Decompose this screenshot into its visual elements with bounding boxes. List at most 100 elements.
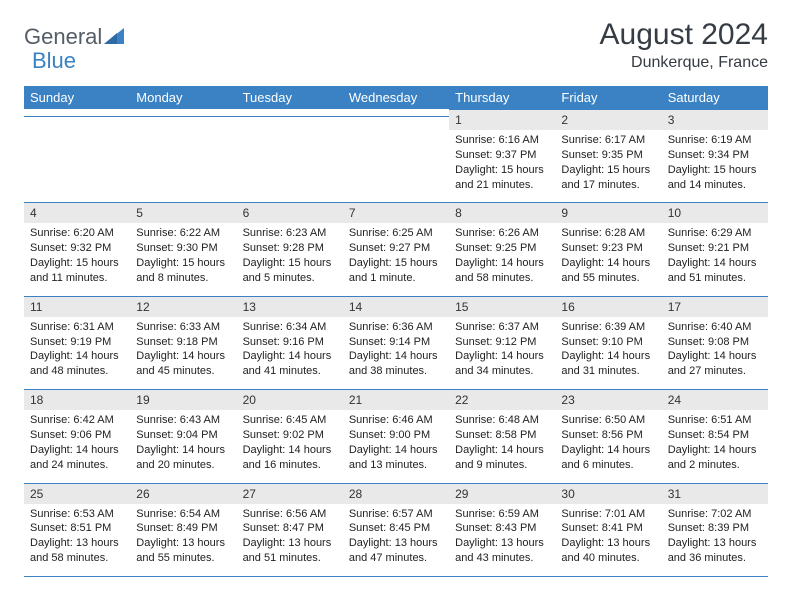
week-row: Sunrise: 6:42 AMSunset: 9:06 PMDaylight:… <box>24 410 768 482</box>
daylight-text: Daylight: 14 hours and 58 minutes. <box>455 256 549 286</box>
day-number: 27 <box>237 483 343 504</box>
sunrise-text: Sunrise: 6:34 AM <box>243 320 337 335</box>
day-number: 8 <box>449 202 555 223</box>
sunset-text: Sunset: 9:34 PM <box>668 148 762 163</box>
day-number: 26 <box>130 483 236 504</box>
daylight-text: Daylight: 14 hours and 51 minutes. <box>668 256 762 286</box>
day-cell: Sunrise: 6:59 AMSunset: 8:43 PMDaylight:… <box>453 504 551 568</box>
day-number: 7 <box>343 202 449 223</box>
daylight-text: Daylight: 15 hours and 1 minute. <box>349 256 443 286</box>
daylight-text: Daylight: 14 hours and 9 minutes. <box>455 443 549 473</box>
day-number: 28 <box>343 483 449 504</box>
day-header: Saturday <box>662 86 768 109</box>
daylight-text: Daylight: 14 hours and 41 minutes. <box>243 349 337 379</box>
day-cell: Sunrise: 6:51 AMSunset: 8:54 PMDaylight:… <box>666 410 764 474</box>
day-number: 22 <box>449 389 555 410</box>
daylight-text: Daylight: 14 hours and 6 minutes. <box>561 443 655 473</box>
day-cell: Sunrise: 6:50 AMSunset: 8:56 PMDaylight:… <box>559 410 657 474</box>
day-header-row: Sunday Monday Tuesday Wednesday Thursday… <box>24 86 768 109</box>
day-cell: Sunrise: 6:54 AMSunset: 8:49 PMDaylight:… <box>134 504 232 568</box>
day-cell: Sunrise: 6:28 AMSunset: 9:23 PMDaylight:… <box>559 223 657 287</box>
day-cell: Sunrise: 6:20 AMSunset: 9:32 PMDaylight:… <box>28 223 126 287</box>
day-number: 14 <box>343 296 449 317</box>
day-number: 15 <box>449 296 555 317</box>
day-header: Monday <box>130 86 236 109</box>
sunrise-text: Sunrise: 6:25 AM <box>349 226 443 241</box>
sunrise-text: Sunrise: 6:46 AM <box>349 413 443 428</box>
daylight-text: Daylight: 14 hours and 55 minutes. <box>561 256 655 286</box>
daylight-text: Daylight: 14 hours and 24 minutes. <box>30 443 124 473</box>
day-cell: Sunrise: 6:26 AMSunset: 9:25 PMDaylight:… <box>453 223 551 287</box>
sunrise-text: Sunrise: 6:37 AM <box>455 320 549 335</box>
sunset-text: Sunset: 9:21 PM <box>668 241 762 256</box>
sunrise-text: Sunrise: 6:39 AM <box>561 320 655 335</box>
daynum-row: 18192021222324 <box>24 389 768 410</box>
day-number: 31 <box>662 483 768 504</box>
daylight-text: Daylight: 14 hours and 13 minutes. <box>349 443 443 473</box>
sunrise-text: Sunrise: 6:59 AM <box>455 507 549 522</box>
day-number: 16 <box>555 296 661 317</box>
day-number: 10 <box>662 202 768 223</box>
sunset-text: Sunset: 8:56 PM <box>561 428 655 443</box>
daylight-text: Daylight: 15 hours and 17 minutes. <box>561 163 655 193</box>
day-number: 2 <box>555 109 661 130</box>
sunrise-text: Sunrise: 6:48 AM <box>455 413 549 428</box>
sunset-text: Sunset: 9:08 PM <box>668 335 762 350</box>
day-cell <box>134 130 232 190</box>
day-number: 13 <box>237 296 343 317</box>
logo-text-a: General <box>24 24 102 50</box>
daynum-row: 45678910 <box>24 202 768 223</box>
sunset-text: Sunset: 8:51 PM <box>30 521 124 536</box>
sunset-text: Sunset: 8:43 PM <box>455 521 549 536</box>
day-number: 4 <box>24 202 130 223</box>
day-cell: Sunrise: 6:34 AMSunset: 9:16 PMDaylight:… <box>241 317 339 381</box>
day-number <box>130 116 236 123</box>
sunset-text: Sunset: 9:00 PM <box>349 428 443 443</box>
sunset-text: Sunset: 9:35 PM <box>561 148 655 163</box>
day-cell: Sunrise: 6:33 AMSunset: 9:18 PMDaylight:… <box>134 317 232 381</box>
sunrise-text: Sunrise: 6:16 AM <box>455 133 549 148</box>
sunset-text: Sunset: 9:27 PM <box>349 241 443 256</box>
daylight-text: Daylight: 13 hours and 47 minutes. <box>349 536 443 566</box>
sunrise-text: Sunrise: 7:02 AM <box>668 507 762 522</box>
day-number: 11 <box>24 296 130 317</box>
day-number: 20 <box>237 389 343 410</box>
logo-text-b: Blue <box>32 48 76 74</box>
day-cell: Sunrise: 6:43 AMSunset: 9:04 PMDaylight:… <box>134 410 232 474</box>
sunset-text: Sunset: 9:02 PM <box>243 428 337 443</box>
day-header: Thursday <box>449 86 555 109</box>
daylight-text: Daylight: 13 hours and 43 minutes. <box>455 536 549 566</box>
daynum-row: 123 <box>24 109 768 130</box>
day-number: 18 <box>24 389 130 410</box>
sunrise-text: Sunrise: 6:20 AM <box>30 226 124 241</box>
day-cell: Sunrise: 6:37 AMSunset: 9:12 PMDaylight:… <box>453 317 551 381</box>
daylight-text: Daylight: 14 hours and 2 minutes. <box>668 443 762 473</box>
title-block: August 2024 Dunkerque, France <box>600 18 768 72</box>
sunrise-text: Sunrise: 6:45 AM <box>243 413 337 428</box>
week-row: Sunrise: 6:16 AMSunset: 9:37 PMDaylight:… <box>24 130 768 202</box>
daylight-text: Daylight: 13 hours and 58 minutes. <box>30 536 124 566</box>
daylight-text: Daylight: 14 hours and 27 minutes. <box>668 349 762 379</box>
day-number: 1 <box>449 109 555 130</box>
sunrise-text: Sunrise: 6:40 AM <box>668 320 762 335</box>
sunset-text: Sunset: 8:58 PM <box>455 428 549 443</box>
sunrise-text: Sunrise: 6:26 AM <box>455 226 549 241</box>
daylight-text: Daylight: 14 hours and 34 minutes. <box>455 349 549 379</box>
day-number: 25 <box>24 483 130 504</box>
sunrise-text: Sunrise: 6:17 AM <box>561 133 655 148</box>
daylight-text: Daylight: 14 hours and 16 minutes. <box>243 443 337 473</box>
daylight-text: Daylight: 14 hours and 20 minutes. <box>136 443 230 473</box>
day-cell <box>28 130 126 190</box>
day-cell: Sunrise: 6:48 AMSunset: 8:58 PMDaylight:… <box>453 410 551 474</box>
day-number: 9 <box>555 202 661 223</box>
sunset-text: Sunset: 8:54 PM <box>668 428 762 443</box>
sunset-text: Sunset: 8:39 PM <box>668 521 762 536</box>
sunset-text: Sunset: 9:14 PM <box>349 335 443 350</box>
day-number: 6 <box>237 202 343 223</box>
day-cell: Sunrise: 6:22 AMSunset: 9:30 PMDaylight:… <box>134 223 232 287</box>
sunrise-text: Sunrise: 6:43 AM <box>136 413 230 428</box>
daylight-text: Daylight: 13 hours and 55 minutes. <box>136 536 230 566</box>
daynum-row: 11121314151617 <box>24 296 768 317</box>
day-cell: Sunrise: 6:29 AMSunset: 9:21 PMDaylight:… <box>666 223 764 287</box>
day-number: 19 <box>130 389 236 410</box>
